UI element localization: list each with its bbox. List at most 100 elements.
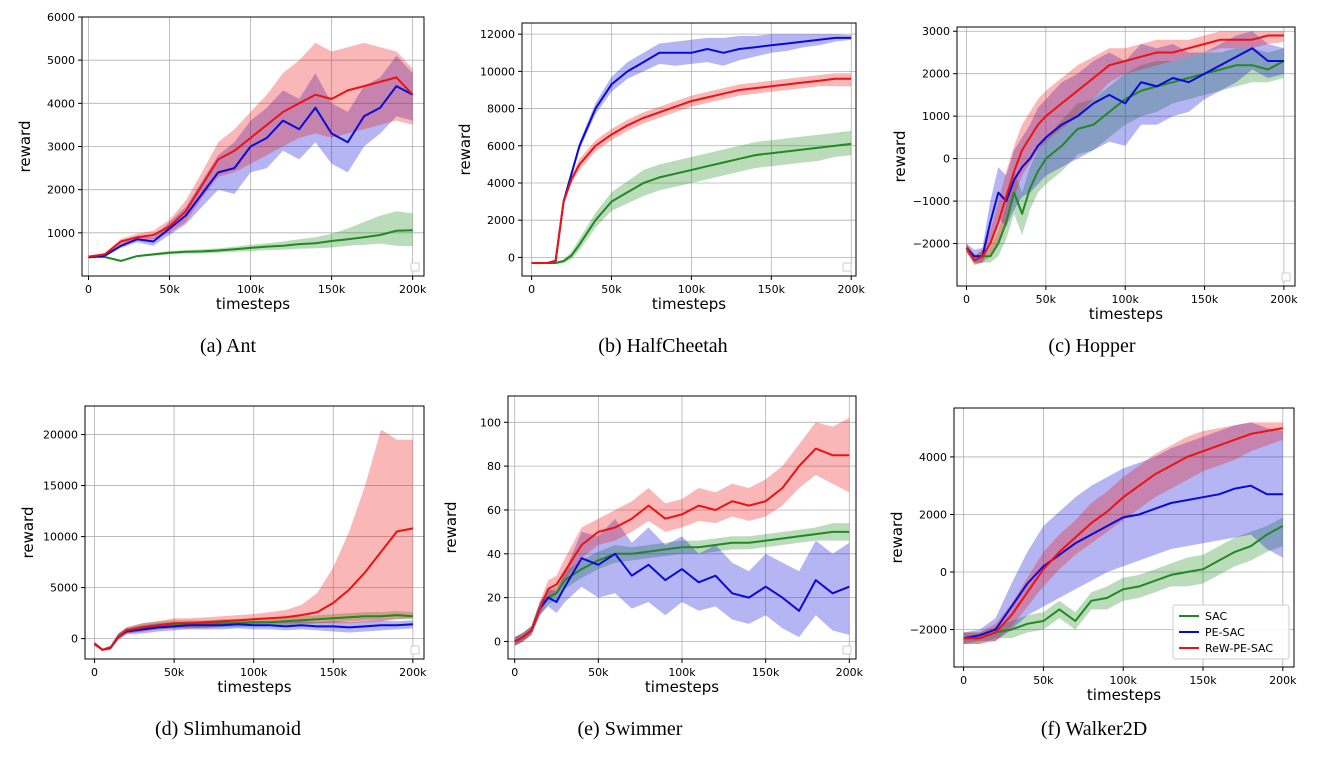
y-tick-label: 3000 [47, 141, 75, 154]
panel-caption: (a) Ant [200, 335, 257, 357]
empty-legend-box [410, 262, 420, 272]
series-line-sac [88, 229, 413, 262]
x-tick-label: 0 [960, 674, 967, 687]
y-tick-label: 20000 [43, 429, 78, 442]
empty-legend-box [1281, 272, 1291, 282]
y-tick-label: 6000 [487, 140, 515, 153]
series-line-pe-sac [531, 36, 852, 264]
y-axis-label: reward [888, 512, 906, 564]
y-axis-label: reward [19, 507, 37, 559]
y-tick-label: 15000 [43, 480, 78, 493]
x-tick-label: 200k [399, 283, 427, 296]
x-tick-label: 200k [399, 666, 427, 679]
x-tick-label: 50k [1033, 674, 1054, 687]
y-tick-label: 5000 [50, 582, 78, 595]
y-tick-label: 4000 [487, 177, 515, 190]
series-line-sac [963, 525, 1284, 640]
y-tick-label: 3000 [922, 25, 950, 38]
y-tick-label: 40 [487, 548, 501, 561]
chart-panel-5: 0 50k 100k 150k 200k 0 20 40 60 80 100 timesteps rew… [442, 395, 864, 740]
chart-panel-4: 0 50k 100k 150k 200k 0 5000 10000 15000 20000 time… [19, 405, 427, 740]
series-band-pe-sac [966, 31, 1284, 263]
y-tick-label: 4000 [47, 97, 75, 110]
series-band-pe-sac [514, 518, 850, 646]
y-tick-label: 1000 [47, 227, 75, 240]
legend-label: SAC [1205, 610, 1228, 623]
y-tick-label: 100 [480, 416, 501, 429]
panel-caption: (b) HalfCheetah [598, 335, 727, 357]
x-axis-label: timesteps [1089, 305, 1163, 323]
x-axis-label: timesteps [1087, 686, 1161, 704]
plot-area [514, 417, 850, 646]
x-tick-label: 50k [164, 666, 185, 679]
chart-panel-6: 0 50k 100k 150k 200k −2000 0 2000 4000 timesteps r… [888, 407, 1297, 740]
chart-panel-2: 0 50k 100k 150k 200k 0 2000 4000 6000 8000 10000 12… [456, 22, 866, 357]
series-line-rew-pe-sac [93, 527, 414, 651]
x-tick-label: 150k [758, 283, 786, 296]
series-band-pe-sac [531, 34, 852, 264]
x-tick-label: 0 [511, 666, 518, 679]
chart-panel-3: 0 50k 100k 150k 200k −2000 −1000 0 1000 2000 3000 t… [891, 25, 1298, 357]
x-tick-label: 100k [1110, 674, 1138, 687]
axes-frame [953, 407, 1295, 668]
y-tick-label: 60 [487, 504, 501, 517]
legend-label: ReW-PE-SAC [1205, 642, 1273, 655]
y-tick-label: 2000 [919, 508, 947, 521]
panel-caption: (f) Walker2D [1041, 718, 1147, 740]
series-line-pe-sac [963, 484, 1283, 640]
axes-frame [521, 22, 857, 277]
x-tick-label: 150k [318, 283, 346, 296]
y-tick-label: 5000 [47, 54, 75, 67]
y-tick-label: 2000 [487, 214, 515, 227]
x-tick-label: 100k [240, 666, 268, 679]
panel-caption: (e) Swimmer [578, 718, 683, 740]
series-band-rew-pe-sac [514, 417, 850, 646]
y-tick-label: −2000 [913, 238, 950, 251]
x-tick-label: 100k [237, 283, 265, 296]
legend-box [1172, 604, 1290, 660]
x-tick-label: 100k [1112, 293, 1140, 306]
empty-legend-box [842, 262, 852, 272]
x-tick-label: 150k [1191, 293, 1219, 306]
x-axis-label: timesteps [652, 295, 726, 313]
y-tick-label: 10000 [43, 531, 78, 544]
x-axis-label: timesteps [217, 678, 291, 696]
series-line-pe-sac [88, 85, 414, 259]
x-tick-label: 200k [1270, 293, 1298, 306]
x-tick-label: 50k [601, 283, 622, 296]
x-tick-label: 200k [836, 666, 864, 679]
legend-label: PE-SAC [1205, 626, 1245, 639]
x-tick-label: 50k [1036, 293, 1057, 306]
chart-panel-1: 0 50k 100k 150k 200k 1000 2000 3000 4000 5000 6000… [16, 11, 427, 357]
y-axis-label: reward [16, 121, 34, 173]
series-line-pe-sac [965, 47, 1284, 258]
series-band-rew-pe-sac [94, 429, 413, 651]
x-tick-label: 100k [668, 666, 696, 679]
series-band-sac [963, 517, 1283, 644]
x-tick-label: 50k [159, 283, 180, 296]
series-line-rew-pe-sac [531, 77, 852, 264]
series-line-pe-sac [514, 552, 850, 643]
plot-area [531, 34, 852, 264]
y-tick-label: 0 [508, 251, 515, 264]
y-axis-label: reward [456, 124, 474, 176]
y-tick-label: −2000 [910, 624, 947, 637]
y-tick-label: 0 [71, 633, 78, 646]
series-line-rew-pe-sac [514, 447, 850, 643]
series-line-sac [965, 60, 1285, 262]
series-line-sac [531, 142, 852, 264]
series-band-pe-sac [88, 55, 413, 259]
series-line-rew-pe-sac [88, 76, 414, 258]
panel-caption: (c) Hopper [1048, 335, 1136, 357]
axes-frame [956, 26, 1296, 287]
series-line-rew-pe-sac [963, 427, 1283, 640]
series-band-sac [94, 611, 413, 651]
y-tick-label: 10000 [480, 65, 515, 78]
y-tick-label: 80 [487, 460, 501, 473]
empty-legend-box [842, 645, 852, 655]
x-tick-label: 150k [320, 666, 348, 679]
y-tick-label: 6000 [47, 11, 75, 24]
series-band-sac [88, 211, 413, 262]
